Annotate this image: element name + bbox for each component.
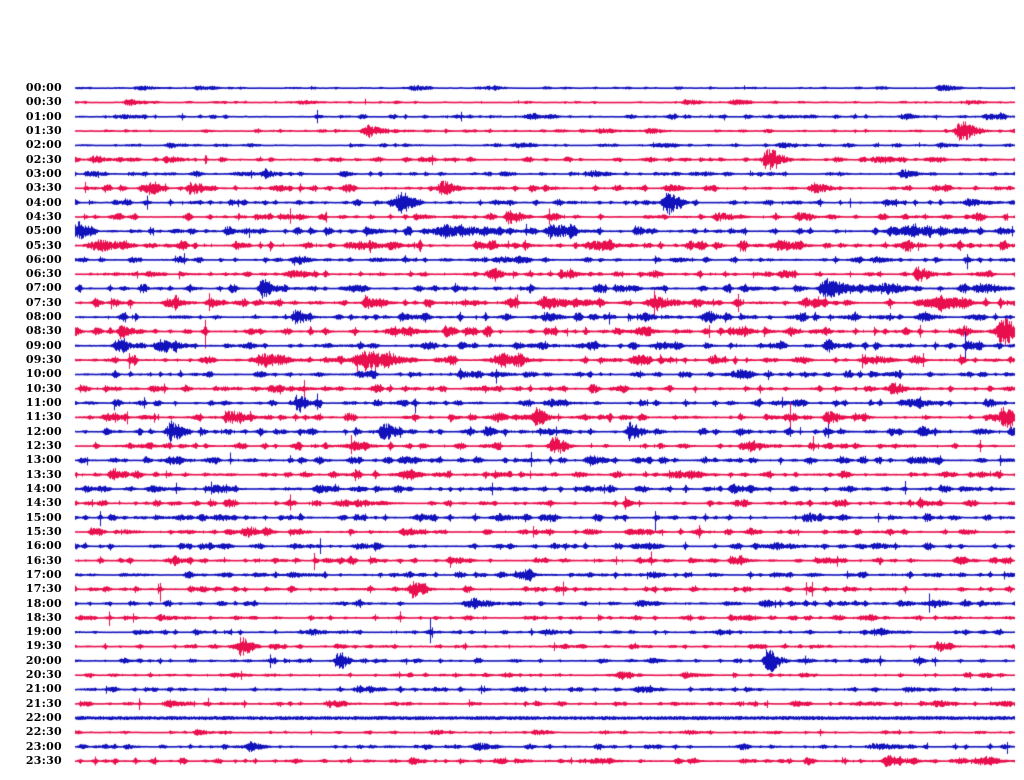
time-label: 09:30 xyxy=(25,353,62,367)
time-label: 22:30 xyxy=(25,725,62,739)
time-label: 22:00 xyxy=(25,711,62,725)
time-label: 06:00 xyxy=(25,252,62,266)
time-label: 00:30 xyxy=(25,95,62,109)
time-label: 11:00 xyxy=(25,396,62,410)
time-label: 07:00 xyxy=(25,281,62,295)
time-label: 19:30 xyxy=(25,639,62,653)
time-label: 07:30 xyxy=(25,295,62,309)
time-label: 20:00 xyxy=(25,653,62,667)
time-label: 21:00 xyxy=(25,682,62,696)
time-label: 10:00 xyxy=(25,367,62,381)
time-label: 03:00 xyxy=(25,166,62,180)
time-label: 04:00 xyxy=(25,195,62,209)
time-label: 01:30 xyxy=(25,123,62,137)
time-label: 18:00 xyxy=(25,596,62,610)
time-label: 21:30 xyxy=(25,696,62,710)
time-label: 17:00 xyxy=(25,567,62,581)
time-label: 19:00 xyxy=(25,625,62,639)
time-label: 12:30 xyxy=(25,439,62,452)
time-label: 15:00 xyxy=(25,510,62,524)
time-label: 02:30 xyxy=(25,152,62,166)
time-label: 00:00 xyxy=(25,81,62,94)
time-label: 16:30 xyxy=(25,553,62,567)
time-label: 13:30 xyxy=(25,467,62,481)
time-label: 05:30 xyxy=(25,238,62,252)
time-label: 23:30 xyxy=(25,754,62,768)
time-label: 12:00 xyxy=(25,424,62,438)
time-label: 04:30 xyxy=(25,209,62,223)
time-label: 06:30 xyxy=(25,267,62,281)
time-label: 08:00 xyxy=(25,310,62,324)
time-label: 20:30 xyxy=(25,668,62,682)
time-label: 08:30 xyxy=(25,324,62,338)
time-label: 15:30 xyxy=(25,524,62,538)
time-label: 10:30 xyxy=(25,381,62,395)
time-label: 23:00 xyxy=(25,739,62,753)
time-label: 02:00 xyxy=(25,138,62,152)
time-label: 13:00 xyxy=(25,453,62,467)
time-label: 16:00 xyxy=(25,539,62,553)
time-label: 09:00 xyxy=(25,338,62,352)
time-label: 05:00 xyxy=(25,224,62,238)
time-label: 03:30 xyxy=(25,181,62,195)
time-label: 18:30 xyxy=(25,610,62,624)
time-label: 01:00 xyxy=(25,109,62,123)
time-label: 14:30 xyxy=(25,496,62,510)
time-label: 17:30 xyxy=(25,582,62,596)
time-label: 14:00 xyxy=(25,481,62,495)
time-label: 11:30 xyxy=(25,410,62,424)
